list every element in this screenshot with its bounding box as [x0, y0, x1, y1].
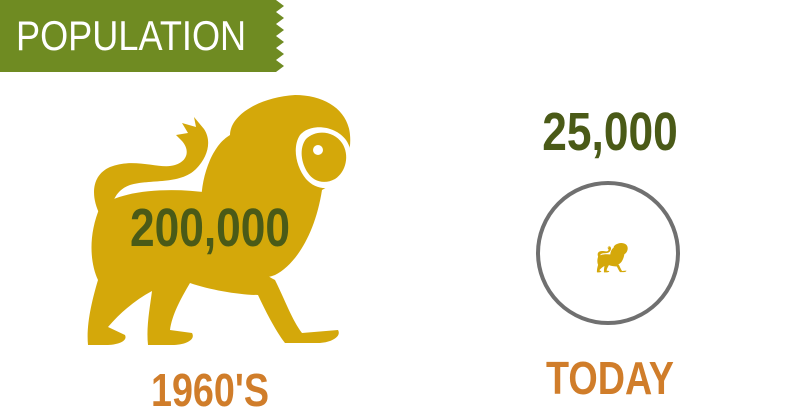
past-population-count: 200,000 [129, 198, 291, 258]
past-period-label: 1960'S [150, 364, 270, 416]
lion-icon [87, 95, 352, 345]
banner-title: POPULATION [16, 12, 247, 59]
lion-icon-small [596, 243, 628, 273]
population-comparison-circle [536, 181, 680, 325]
present-period-label: TODAY [546, 352, 674, 404]
banner-ribbon-shape [0, 0, 284, 72]
population-banner: POPULATION [0, 0, 288, 72]
present-population-count: 25,000 [542, 102, 678, 162]
